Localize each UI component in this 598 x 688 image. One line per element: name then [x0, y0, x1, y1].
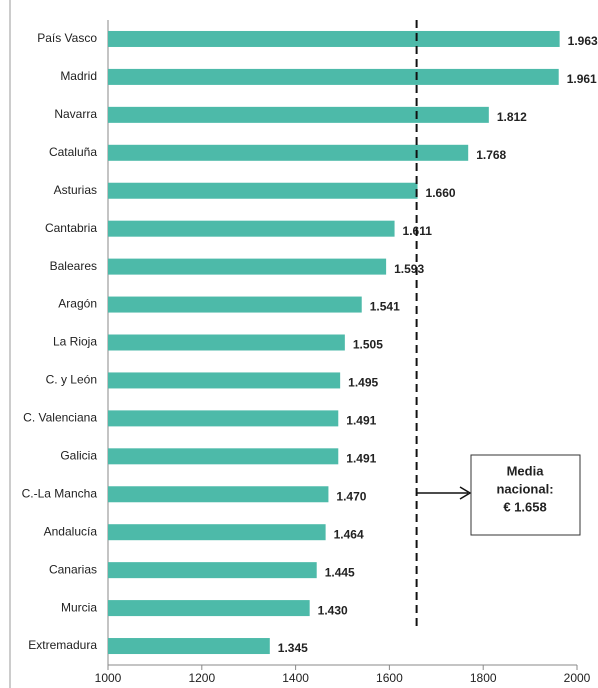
bar [108, 448, 339, 465]
bar [108, 30, 560, 47]
bar [108, 562, 317, 579]
category-label: Canarias [49, 562, 97, 576]
x-tick-label: 1200 [188, 671, 215, 685]
bar [108, 220, 395, 237]
category-label: Madrid [60, 69, 97, 83]
value-label: 1.470 [336, 489, 366, 503]
bar [108, 372, 341, 389]
x-tick-label: 1400 [282, 671, 309, 685]
value-label: 1.961 [567, 72, 597, 86]
annotation-text: nacional: [496, 481, 553, 496]
category-label: La Rioja [53, 335, 97, 349]
value-label: 1.430 [318, 603, 348, 617]
category-label: C. y León [46, 373, 97, 387]
category-label: Extremadura [28, 638, 97, 652]
category-label: Baleares [50, 259, 97, 273]
category-label: Cantabria [45, 221, 97, 235]
annotation-text: Media [507, 463, 545, 478]
x-tick-label: 1800 [470, 671, 497, 685]
bar [108, 334, 345, 351]
category-label: Cataluña [49, 145, 97, 159]
x-tick-label: 1000 [95, 671, 122, 685]
bar [108, 68, 559, 85]
category-label: C.-La Mancha [22, 486, 98, 500]
category-label: Navarra [54, 107, 97, 121]
bar [108, 638, 270, 655]
value-label: 1.491 [346, 414, 376, 428]
annotation-text: € 1.658 [503, 499, 546, 514]
category-label: C. Valenciana [23, 411, 97, 425]
bar [108, 410, 339, 427]
bar [108, 106, 489, 123]
value-label: 1.491 [346, 451, 376, 465]
bar [108, 486, 329, 503]
box [470, 454, 581, 536]
bar [108, 524, 326, 541]
value-label: 1.768 [476, 148, 506, 162]
category-label: País Vasco [37, 31, 97, 45]
category-label: Galicia [60, 448, 97, 462]
annotation-box: Media nacional: € 1.658 [470, 454, 581, 536]
value-label: 1.495 [348, 376, 378, 390]
value-label: 1.464 [334, 527, 364, 541]
category-label: Asturias [54, 183, 97, 197]
x-tick-label: 2000 [564, 671, 591, 685]
x-tick-label: 1600 [376, 671, 403, 685]
category-label: Murcia [61, 600, 97, 614]
category-label: Andalucía [44, 524, 98, 538]
bar [108, 296, 362, 313]
bar [108, 600, 310, 617]
value-label: 1.593 [394, 262, 424, 276]
value-label: 1.505 [353, 338, 383, 352]
category-label: Aragón [58, 297, 97, 311]
value-label: 1.445 [325, 565, 355, 579]
bar [108, 144, 469, 161]
bar [108, 182, 418, 199]
bar [108, 258, 387, 275]
value-label: 1.660 [426, 186, 456, 200]
value-label: 1.963 [568, 34, 598, 48]
value-label: 1.345 [278, 641, 308, 655]
value-label: 1.541 [370, 300, 400, 314]
value-label: 1.812 [497, 110, 527, 124]
arrow-head [459, 486, 472, 500]
